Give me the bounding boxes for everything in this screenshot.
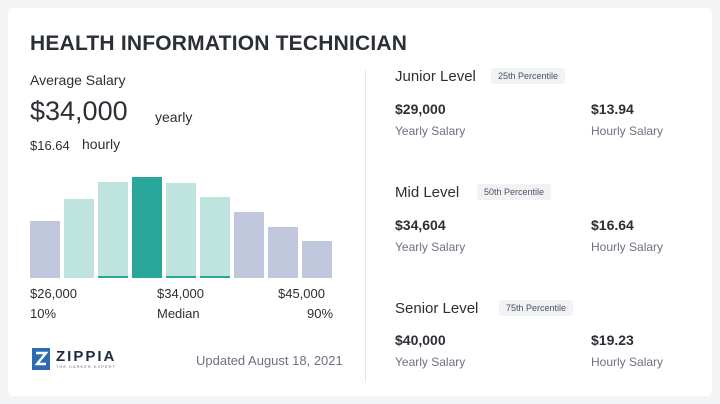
yearly-salary-value: $34,604 — [395, 217, 446, 233]
hourly-salary-label: Hourly Salary — [591, 355, 664, 369]
hourly-salary-value: $19.23 — [591, 332, 634, 348]
yearly-salary-label: Yearly Salary — [395, 355, 466, 369]
average-salary-value: $34,000 — [30, 96, 128, 126]
histogram-low-percent: 10% — [30, 306, 57, 321]
percentile-badge: 50th Percentile — [477, 184, 552, 200]
yearly-salary-value: $29,000 — [395, 101, 446, 117]
histogram-bar-marker — [98, 276, 128, 278]
percentile-badge: 25th Percentile — [491, 68, 566, 84]
histogram-median-label: Median — [157, 306, 200, 321]
percentile-badge: 75th Percentile — [499, 300, 574, 316]
histogram-bar-marker — [200, 276, 230, 278]
histogram-bar — [268, 227, 298, 278]
histogram-bar — [98, 182, 128, 278]
yearly-salary-value: $40,000 — [395, 332, 446, 348]
level-name: Senior Level — [395, 300, 479, 317]
zippia-logo[interactable]: ZIPPIA THE CAREER EXPERT — [32, 348, 116, 370]
average-hourly-label: hourly — [82, 136, 121, 152]
histogram-bar — [200, 197, 230, 278]
updated-date: Updated August 18, 2021 — [196, 353, 343, 368]
level-name: Junior Level — [395, 68, 476, 85]
histogram-high-percent: 90% — [307, 306, 334, 321]
page-title: HEALTH INFORMATION TECHNICIAN — [30, 32, 408, 55]
average-salary-label: Average Salary — [30, 72, 126, 88]
average-hourly-value: $16.64 — [30, 138, 70, 153]
logo-name: ZIPPIA — [56, 347, 117, 365]
hourly-salary-value: $13.94 — [591, 101, 634, 117]
salary-card: HEALTH INFORMATION TECHNICIAN Average Sa… — [8, 8, 712, 396]
histogram-bar — [166, 183, 196, 278]
logo-tagline: THE CAREER EXPERT — [56, 363, 116, 369]
histogram-bar — [234, 212, 264, 278]
zippia-logo-icon — [32, 348, 50, 370]
histogram-bar — [30, 221, 60, 278]
salary-histogram — [28, 168, 338, 278]
column-divider — [365, 70, 366, 382]
yearly-salary-label: Yearly Salary — [395, 124, 466, 138]
hourly-salary-label: Hourly Salary — [591, 240, 664, 254]
histogram-bar — [64, 199, 94, 278]
histogram-median-value: $34,000 — [157, 286, 204, 301]
average-salary-period: yearly — [155, 109, 193, 125]
histogram-bar — [132, 177, 162, 278]
histogram-low-value: $26,000 — [30, 286, 77, 301]
histogram-high-value: $45,000 — [278, 286, 325, 301]
histogram-bar-marker — [166, 276, 196, 278]
hourly-salary-label: Hourly Salary — [591, 124, 664, 138]
yearly-salary-label: Yearly Salary — [395, 240, 466, 254]
level-name: Mid Level — [395, 184, 460, 201]
histogram-bar — [302, 241, 332, 278]
hourly-salary-value: $16.64 — [591, 217, 634, 233]
